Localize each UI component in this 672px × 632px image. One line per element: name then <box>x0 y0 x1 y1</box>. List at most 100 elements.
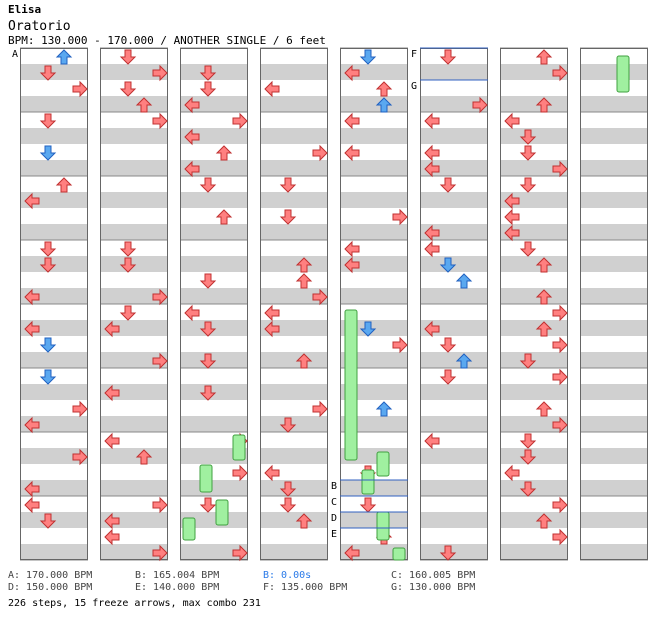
step-arrow <box>552 368 568 386</box>
step-arrow <box>72 448 88 466</box>
step-arrow <box>24 320 40 338</box>
measure-stripe <box>180 192 248 208</box>
measure-stripe <box>260 416 328 432</box>
measure-stripe <box>500 352 568 368</box>
step-arrow <box>535 513 553 529</box>
song-artist: Elisa <box>8 3 42 16</box>
chart-summary: 226 steps, 15 freeze arrows, max combo 2… <box>8 598 261 609</box>
step-arrow <box>535 289 553 305</box>
measure-stripe <box>500 288 568 304</box>
step-arrow <box>199 65 217 81</box>
step-arrow <box>152 496 168 514</box>
freeze-arrow <box>392 547 406 561</box>
bpm-marker: C <box>331 497 337 508</box>
step-arrow <box>264 304 280 322</box>
step-arrow <box>392 336 408 354</box>
step-arrow <box>424 144 440 162</box>
step-arrow <box>535 97 553 113</box>
measure-stripe <box>100 352 168 368</box>
bpm-legend-e: E: 140.000 BPM <box>135 582 220 593</box>
step-arrow <box>39 337 57 353</box>
step-arrow <box>312 400 328 418</box>
measure-stripe <box>340 512 408 528</box>
measure-stripe <box>340 128 408 144</box>
step-arrow <box>152 112 168 130</box>
step-arrow <box>424 320 440 338</box>
measure-stripe <box>100 96 168 112</box>
measure-stripe <box>420 416 488 432</box>
step-arrow <box>119 257 137 273</box>
step-arrow <box>104 384 120 402</box>
step-arrow <box>199 321 217 337</box>
measure-stripe <box>100 224 168 240</box>
measure-stripe <box>180 288 248 304</box>
bpm-legend-d: D: 150.000 BPM <box>8 582 93 593</box>
bpm-legend-a: A: 170.000 BPM <box>8 570 93 581</box>
measure-stripe <box>260 352 328 368</box>
measure-stripe <box>100 448 168 464</box>
measure-stripe <box>180 544 248 560</box>
step-arrow <box>215 209 233 225</box>
bpm-marker: B <box>331 481 337 492</box>
freeze-arrow <box>344 309 358 461</box>
freeze-arrow <box>376 451 390 477</box>
step-arrow <box>199 273 217 289</box>
step-arrow <box>552 304 568 322</box>
step-arrow <box>552 496 568 514</box>
bpm-legend-b-time: B: 0.00s <box>263 570 312 581</box>
measure-stripe <box>340 96 408 112</box>
step-arrow <box>184 304 200 322</box>
measure-stripe <box>20 512 88 528</box>
measure-stripe <box>580 160 648 176</box>
measure-stripe <box>260 512 328 528</box>
measure-stripe <box>580 256 648 272</box>
song-title: Oratorio <box>8 19 71 34</box>
measure-stripe <box>340 160 408 176</box>
step-arrow <box>472 96 488 114</box>
step-arrow <box>152 288 168 306</box>
step-arrow <box>344 112 360 130</box>
step-arrow <box>184 128 200 146</box>
measure-stripe <box>420 256 488 272</box>
measure-stripe <box>20 128 88 144</box>
chart-column <box>100 48 168 560</box>
measure-stripe <box>420 448 488 464</box>
measure-stripe <box>100 256 168 272</box>
step-arrow <box>312 144 328 162</box>
measure-stripe <box>420 512 488 528</box>
measure-stripe <box>420 480 488 496</box>
measure-stripe <box>260 128 328 144</box>
measure-stripe <box>180 352 248 368</box>
step-arrow <box>344 256 360 274</box>
measure-stripe <box>340 288 408 304</box>
measure-stripe <box>20 160 88 176</box>
step-arrow <box>295 273 313 289</box>
step-arrow <box>535 321 553 337</box>
bpm-marker: D <box>331 513 337 524</box>
measure-stripe <box>20 384 88 400</box>
step-arrow <box>519 129 537 145</box>
measure-stripe <box>100 128 168 144</box>
step-arrow <box>152 352 168 370</box>
step-arrow <box>439 49 457 65</box>
step-arrow <box>119 241 137 257</box>
measure-stripe <box>100 64 168 80</box>
step-arrow <box>152 64 168 82</box>
measure-stripe <box>420 128 488 144</box>
measure-stripe <box>580 64 648 80</box>
step-arrow <box>519 481 537 497</box>
measure-stripe <box>500 544 568 560</box>
step-arrow <box>199 81 217 97</box>
step-arrow <box>39 241 57 257</box>
step-arrow <box>375 97 393 113</box>
measure-stripe <box>100 544 168 560</box>
measure-stripe <box>260 64 328 80</box>
measure-stripe <box>580 448 648 464</box>
measure-stripe <box>500 256 568 272</box>
step-arrow <box>104 320 120 338</box>
step-arrow <box>504 224 520 242</box>
step-arrow <box>184 96 200 114</box>
step-arrow <box>439 545 457 561</box>
step-arrow <box>55 49 73 65</box>
measure-stripe <box>420 288 488 304</box>
